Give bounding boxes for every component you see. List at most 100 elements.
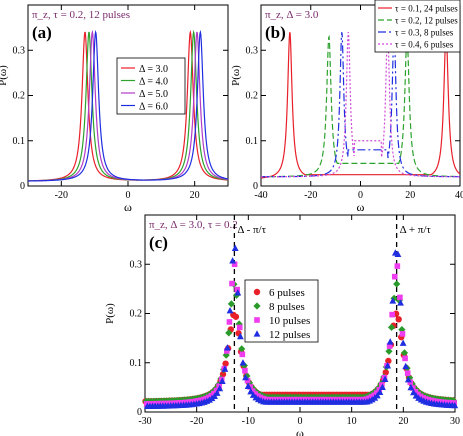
data-point [216,384,224,392]
data-point [385,357,392,365]
data-point [234,286,240,293]
data-point [400,349,409,357]
data-point [222,360,229,367]
y-tick-label: 0 [253,181,258,192]
data-point [373,390,380,396]
legend-label: τ = 0.3, 8 pulses [395,28,454,38]
data-point [234,289,242,296]
legend-label: Δ = 4.0 [139,77,168,88]
y-tick-label: 0 [20,181,25,192]
x-tick-label: 10 [347,416,357,427]
x-tick-label: 0 [126,190,131,201]
y-tick-label: 0.1 [13,136,26,147]
data-point [402,355,408,362]
panel-label: (a) [32,23,52,42]
x-tick-label: 30 [450,416,460,427]
data-point [226,319,233,325]
x-tick-label: 0 [298,416,303,427]
x-tick-label: 20 [398,416,408,427]
x-tick-label: 0 [358,190,363,201]
data-point [393,280,401,288]
annotation: π_z, Δ = 3.0 [265,9,319,21]
data-point [222,351,230,359]
data-point [231,244,239,251]
legend-label: Δ = 6.0 [139,102,168,113]
y-axis-label: P(ω) [0,65,9,86]
data-point [244,377,251,384]
annotation: π_z, Δ = 3.0, τ = 0.2 [149,219,238,231]
y-tick-label: 0 [137,407,142,418]
y-tick-label: 0.3 [13,45,26,56]
data-point [389,311,395,318]
legend-label: Δ = 5.0 [139,89,168,100]
data-point [394,250,402,258]
legend-marker [254,317,260,323]
y-axis-label: P(ω) [230,65,242,86]
legend-label: Δ = 3.0 [139,64,168,75]
x-axis-label: ω [124,200,132,214]
data-point [373,391,381,399]
y-tick-label: 0.2 [130,309,143,320]
x-tick-label: -30 [138,416,151,427]
legend-label: 10 pulses [269,315,310,327]
data-point [211,390,217,397]
legend-box [374,0,461,53]
y-tick-label: 0.3 [130,259,143,270]
legend-marker [253,330,261,337]
data-point [242,373,249,381]
y-tick-label: 0.2 [13,91,26,102]
data-point [238,345,246,353]
data-point [379,383,386,390]
data-point [404,370,411,376]
legend-label: 8 pulses [269,301,305,313]
annotation: π_z, τ = 0.2, 12 pulses [32,9,130,21]
data-point [397,294,403,301]
panel-b: -40 -20 0 20 40 0 0.1 0.2 0.3 ω P(ω) π_z, Δ = 3.0 (b… [230,0,463,214]
legend-label: τ = 0.4, 6 pulses [395,40,454,50]
y-tick-label: 0.1 [246,136,259,147]
vline-label: Δ - π/τ [237,224,266,236]
data-point [410,388,417,396]
data-point [244,382,252,389]
data-point [229,257,237,264]
data-point [236,324,243,331]
x-tick-label: -20 [190,416,203,427]
data-point [213,389,221,396]
legend-marker [253,302,261,310]
y-tick-label: 0.2 [246,91,259,102]
data-point [384,362,392,369]
x-tick-label: -40 [254,190,267,201]
data-point [225,329,233,337]
data-point [218,377,226,384]
data-point [242,367,248,374]
data-point [399,339,407,346]
legend-marker [253,288,261,296]
legend-box [116,57,186,115]
data-point [224,348,230,354]
legend-label: 6 pulses [269,287,305,299]
data-point [394,263,401,269]
legend-label: τ = 0.2, 12 pulses [395,16,458,26]
data-point [402,362,410,370]
data-point [221,365,229,372]
y-tick-label: 0.3 [246,45,259,56]
data-point [227,300,235,308]
x-tick-label: 20 [405,190,415,201]
data-point [399,331,406,337]
x-tick-label: -10 [242,416,255,427]
legend-label: 12 pulses [269,329,310,341]
data-point [239,351,246,358]
data-point [386,338,394,345]
x-tick-label: 40 [455,190,463,201]
data-point [239,359,247,366]
data-point [451,401,459,409]
data-point [385,347,393,355]
series-line [261,34,460,178]
legend-label: τ = 0.1, 24 pulses [395,4,458,14]
y-tick-label: 0.1 [130,358,143,369]
x-axis-label: ω [296,426,304,436]
data-point [389,297,397,304]
data-point [213,387,220,394]
panel-c: -30 -20 -10 0 10 20 30 0 0.1 0.2 0.3 ω P(ω) π_z, Δ = … [104,214,460,436]
